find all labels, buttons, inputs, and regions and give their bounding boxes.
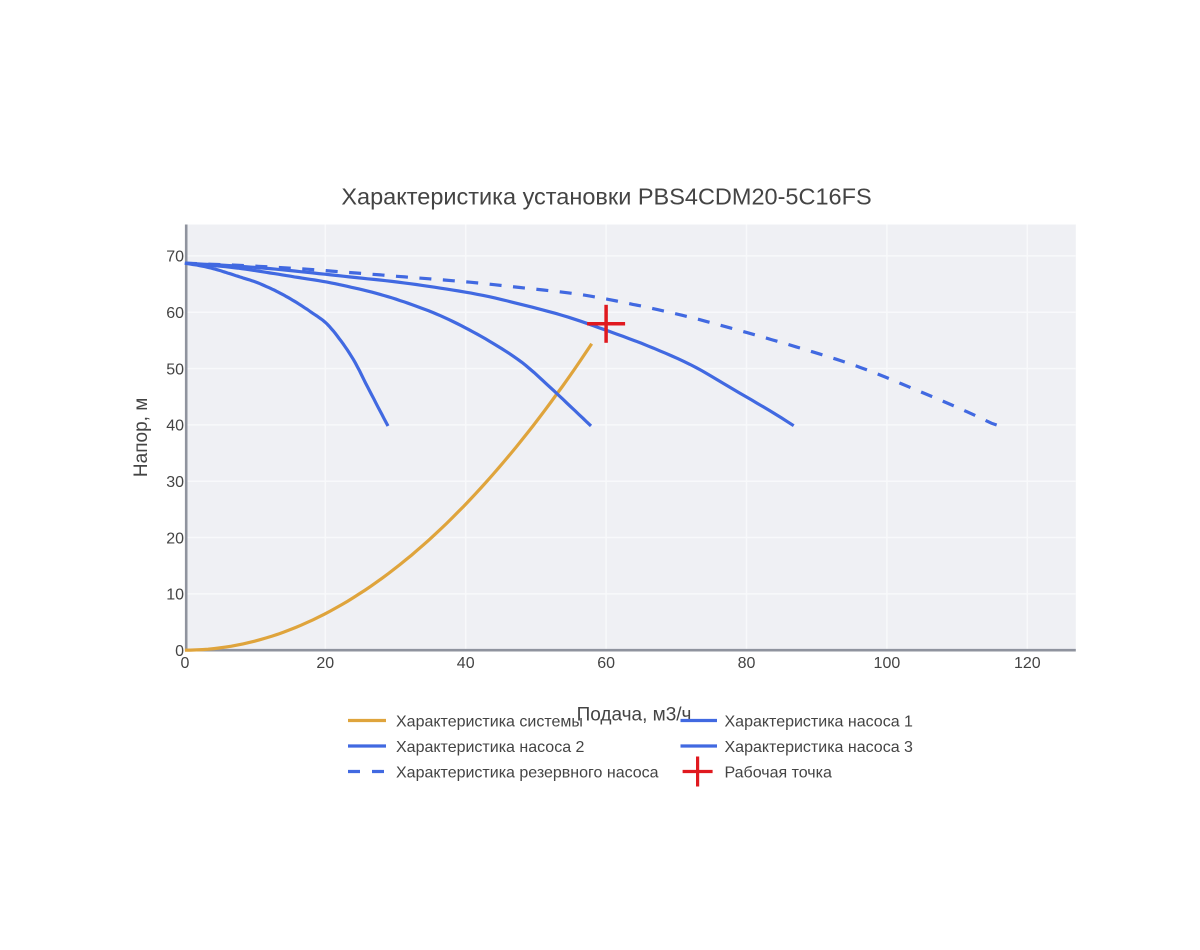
svg-text:Характеристика системы: Характеристика системы	[396, 713, 583, 730]
svg-text:0: 0	[175, 643, 184, 660]
svg-text:70: 70	[166, 249, 184, 266]
svg-text:Подача, м3/ч: Подача, м3/ч	[577, 705, 692, 726]
svg-text:Характеристика насоса 2: Характеристика насоса 2	[396, 739, 585, 756]
svg-text:Характеристика насоса 1: Характеристика насоса 1	[725, 713, 914, 730]
svg-text:Рабочая точка: Рабочая точка	[725, 764, 832, 781]
svg-text:40: 40	[166, 418, 184, 435]
svg-text:10: 10	[166, 587, 184, 604]
svg-text:40: 40	[457, 655, 475, 672]
svg-text:20: 20	[316, 655, 334, 672]
svg-text:60: 60	[166, 305, 184, 322]
svg-text:Характеристика насоса 3: Характеристика насоса 3	[725, 739, 914, 756]
svg-text:0: 0	[180, 655, 189, 672]
svg-text:Характеристика резервного насо: Характеристика резервного насоса	[396, 764, 659, 781]
svg-text:30: 30	[166, 474, 184, 491]
svg-text:Характеристика установки PBS4C: Характеристика установки PBS4CDM20-5C16F…	[341, 183, 871, 209]
svg-text:50: 50	[166, 361, 184, 378]
svg-text:20: 20	[166, 530, 184, 547]
svg-text:Напор, м: Напор, м	[131, 398, 152, 477]
svg-text:100: 100	[874, 655, 901, 672]
svg-text:120: 120	[1014, 655, 1041, 672]
svg-text:60: 60	[597, 655, 615, 672]
svg-text:80: 80	[738, 655, 756, 672]
